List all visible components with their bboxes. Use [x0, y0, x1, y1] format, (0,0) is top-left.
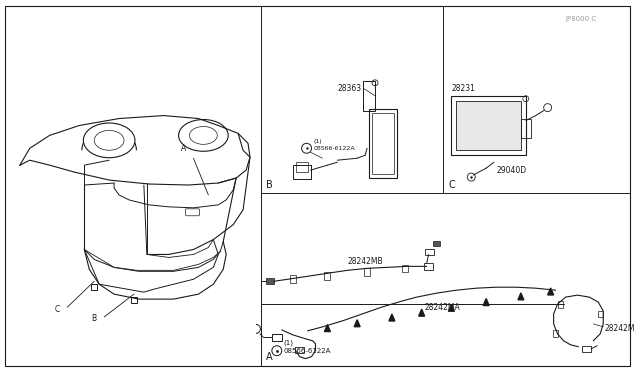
Text: C: C [449, 180, 455, 190]
Bar [433, 241, 440, 246]
Text: 08566-6122A: 08566-6122A [314, 146, 355, 151]
Polygon shape [354, 320, 360, 327]
Bar [324, 272, 330, 280]
Bar [402, 264, 408, 272]
Bar [372, 113, 394, 174]
Bar [364, 268, 370, 276]
Ellipse shape [94, 131, 124, 150]
Text: A: A [181, 144, 186, 153]
Bar [424, 250, 433, 256]
Ellipse shape [189, 126, 217, 144]
Bar [296, 162, 308, 172]
Bar [272, 334, 282, 341]
Ellipse shape [179, 119, 228, 151]
Text: 29040D: 29040D [496, 166, 526, 174]
Text: 28242MA: 28242MA [424, 302, 460, 311]
Text: 28363: 28363 [337, 84, 362, 93]
Bar [363, 81, 375, 110]
Text: 28242MB: 28242MB [348, 257, 383, 266]
Polygon shape [548, 288, 554, 295]
Bar [424, 263, 433, 270]
Text: JP8000 C: JP8000 C [566, 16, 596, 22]
Polygon shape [324, 325, 330, 331]
Polygon shape [518, 293, 524, 300]
Text: A: A [266, 352, 273, 362]
Bar [521, 119, 531, 138]
Bar [456, 101, 521, 150]
Bar [131, 297, 137, 303]
Circle shape [544, 104, 552, 112]
Text: B: B [266, 180, 273, 190]
Bar [369, 109, 397, 178]
Bar [558, 301, 563, 308]
Bar [294, 347, 303, 353]
Bar [290, 275, 296, 283]
Text: B: B [92, 314, 97, 323]
Bar [451, 96, 526, 155]
Bar [266, 278, 274, 284]
Text: (1): (1) [314, 139, 322, 144]
Polygon shape [419, 309, 424, 316]
Polygon shape [449, 304, 454, 311]
Bar [92, 284, 97, 290]
Bar [292, 165, 310, 179]
Text: (1): (1) [284, 340, 294, 346]
Text: C: C [54, 305, 60, 314]
Polygon shape [483, 299, 489, 305]
Ellipse shape [83, 123, 135, 158]
Bar [598, 311, 603, 317]
Text: 28242M: 28242M [604, 324, 635, 333]
Text: 08566-6122A: 08566-6122A [284, 348, 331, 354]
Polygon shape [389, 314, 395, 321]
Bar [553, 330, 558, 337]
FancyBboxPatch shape [186, 209, 200, 216]
Text: 28231: 28231 [451, 84, 476, 93]
Bar [582, 346, 591, 352]
